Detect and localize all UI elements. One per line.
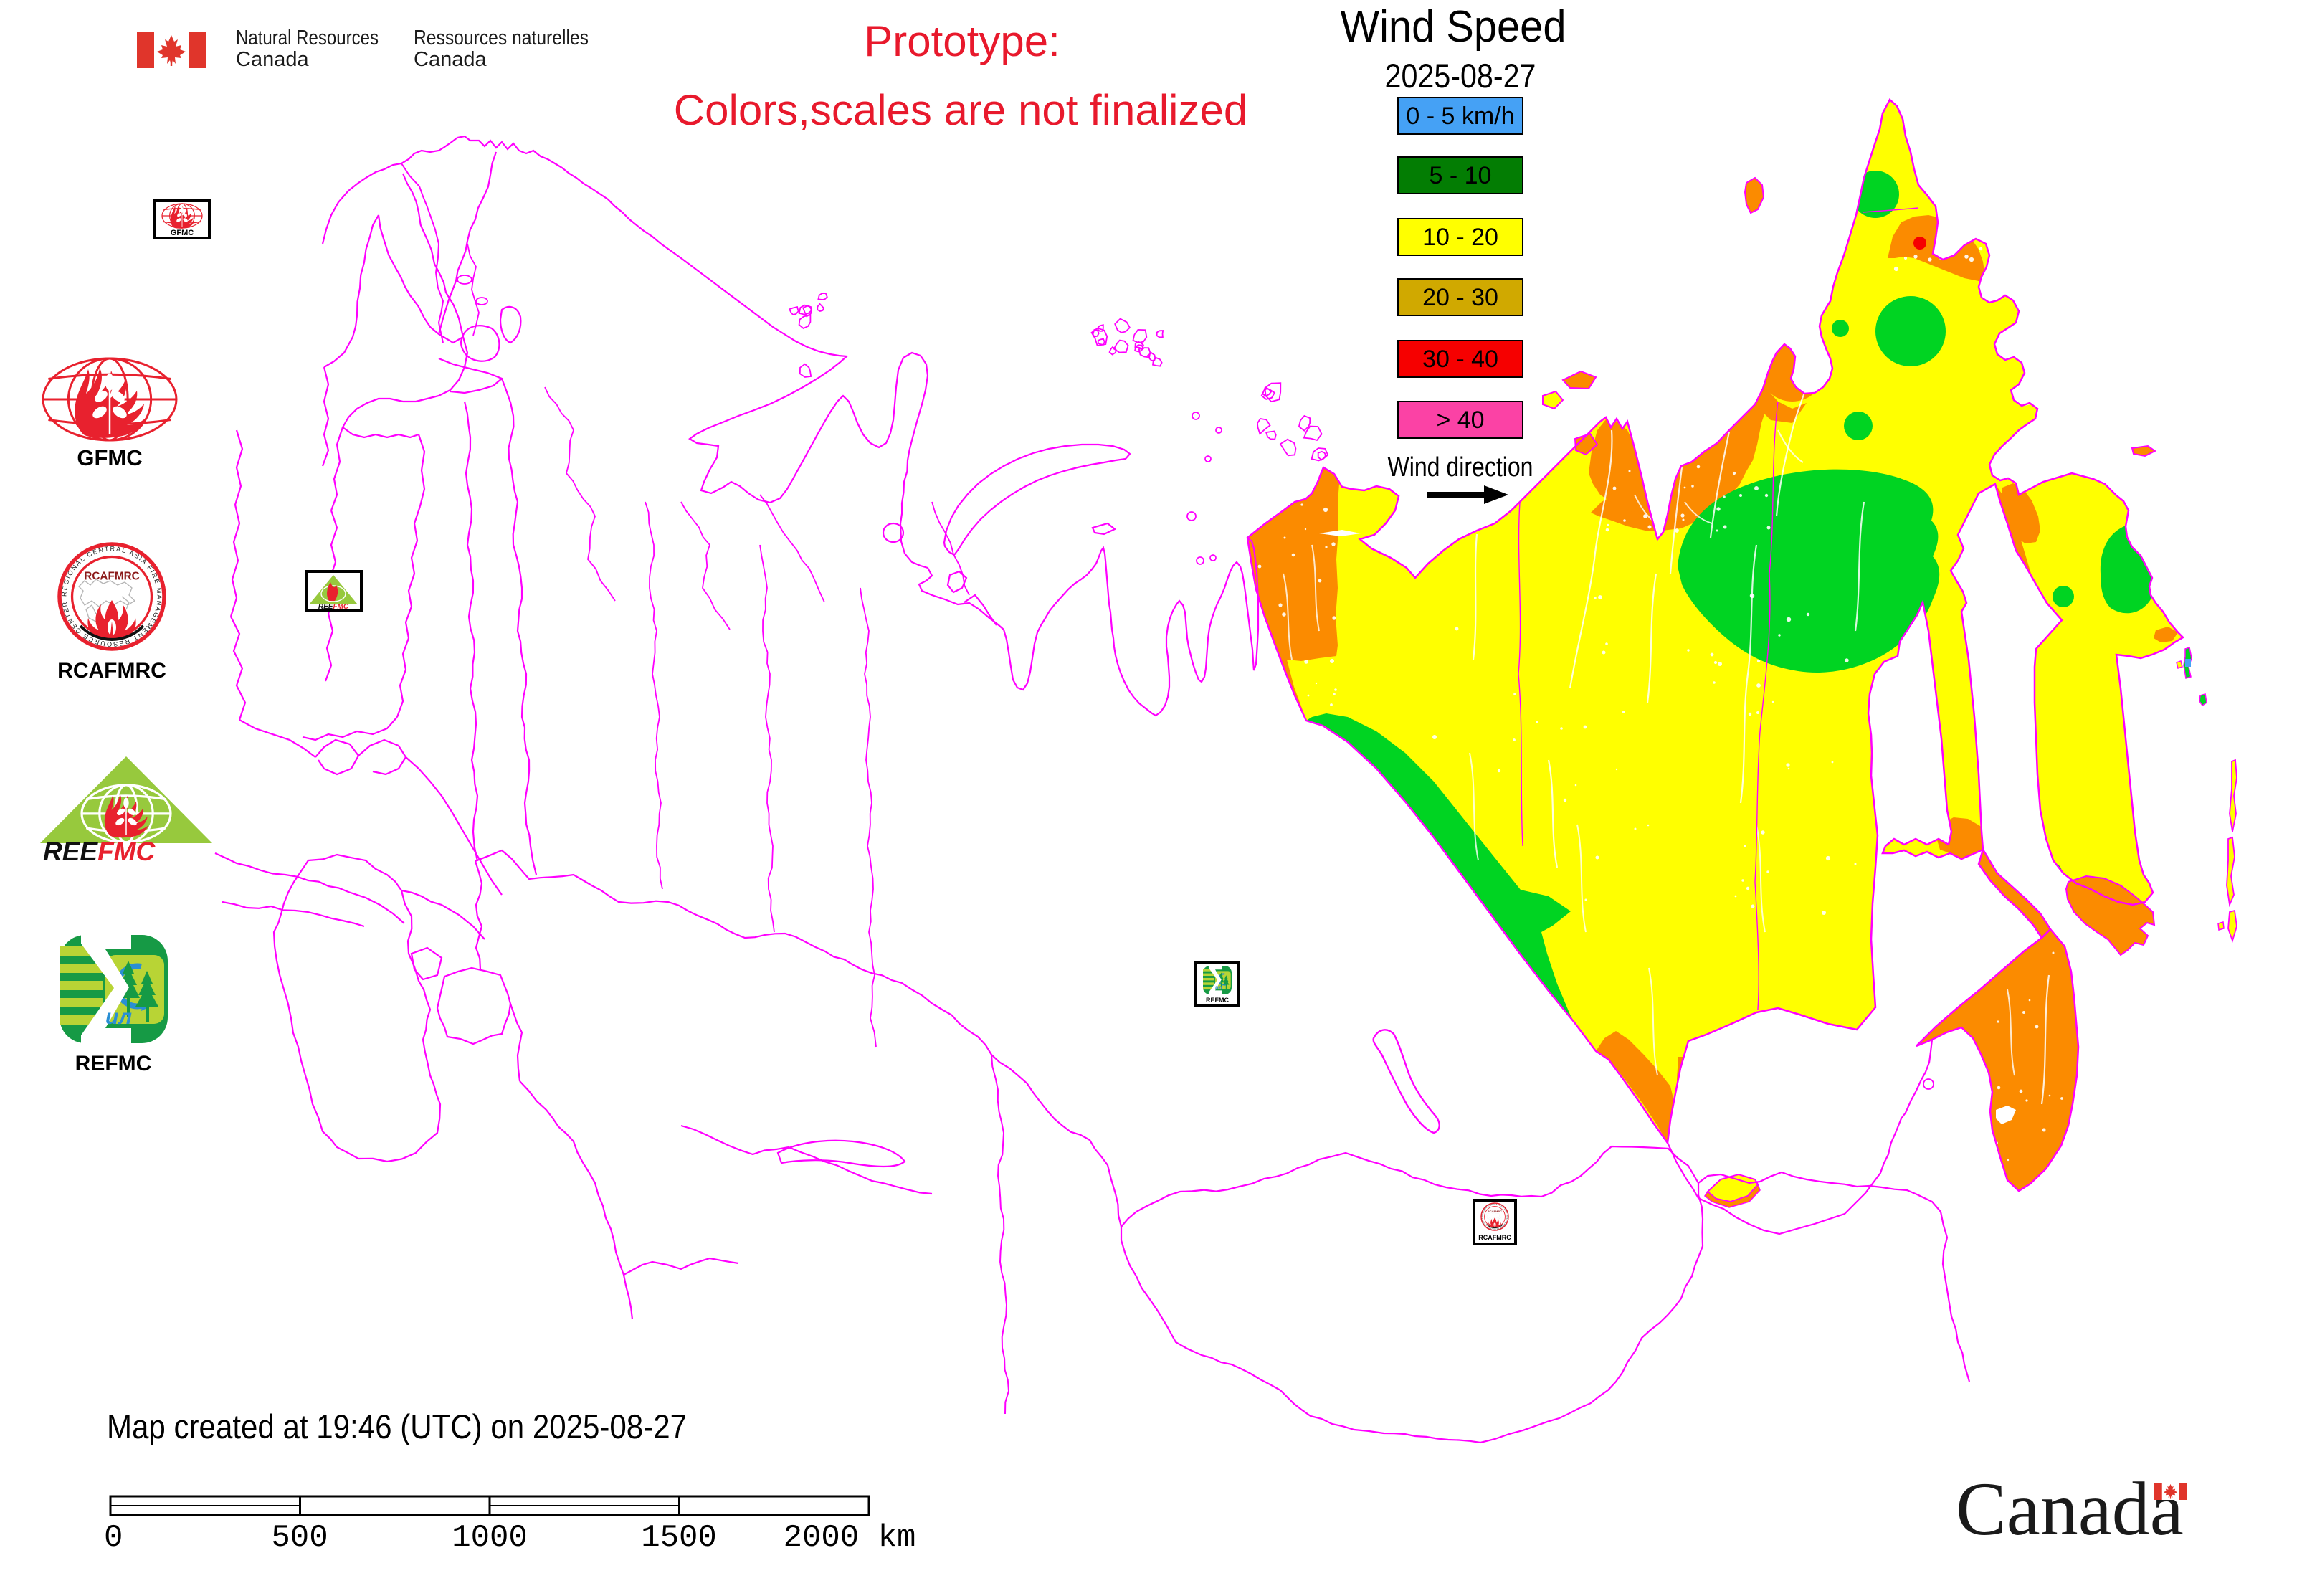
svg-text:RCAFMRC: RCAFMRC: [84, 571, 139, 583]
svg-text:30 - 40: 30 - 40: [1422, 346, 1498, 373]
svg-text:Ressources naturelles: Ressources naturelles: [414, 27, 589, 49]
svg-text:RCAFMRC: RCAFMRC: [57, 659, 166, 683]
svg-text:REFMC: REFMC: [1206, 997, 1229, 1004]
svg-text:RCAFMRC: RCAFMRC: [1478, 1234, 1511, 1241]
svg-text:> 40: > 40: [1436, 407, 1484, 434]
svg-text:REEFMC: REEFMC: [43, 837, 156, 866]
svg-text:Canada: Canada: [236, 48, 309, 71]
svg-text:Map created at 19:46 (UTC) on: Map created at 19:46 (UTC) on 2025-08-27: [107, 1407, 687, 1445]
svg-text:GFMC: GFMC: [171, 229, 194, 237]
svg-text:Prototype:: Prototype:: [864, 17, 1060, 65]
svg-text:Natural Resources: Natural Resources: [236, 27, 379, 49]
svg-text:REEFMC: REEFMC: [318, 603, 349, 611]
svg-text:RCAFMRC: RCAFMRC: [1488, 1210, 1502, 1213]
svg-text:1500: 1500: [641, 1520, 717, 1556]
svg-text:Wind Speed: Wind Speed: [1341, 2, 1566, 52]
svg-text:2025-08-27: 2025-08-27: [1385, 57, 1536, 95]
svg-text:Canada: Canada: [1956, 1467, 2184, 1551]
svg-text:ил: ил: [1215, 984, 1222, 991]
svg-text:1000: 1000: [452, 1520, 528, 1556]
svg-text:REFMC: REFMC: [75, 1052, 152, 1075]
svg-text:ил: ил: [105, 1005, 132, 1029]
svg-text:500: 500: [271, 1520, 328, 1556]
svg-text:GFMC: GFMC: [77, 445, 142, 470]
svg-text:Colors,scales are not finalize: Colors,scales are not finalized: [674, 86, 1247, 134]
svg-text:2000 km: 2000 km: [784, 1520, 916, 1556]
svg-text:10 - 20: 10 - 20: [1422, 224, 1498, 251]
svg-text:0 - 5 km/h: 0 - 5 km/h: [1406, 103, 1514, 130]
svg-text:5 - 10: 5 - 10: [1430, 162, 1492, 189]
svg-text:Canada: Canada: [414, 48, 487, 71]
svg-text:20 - 30: 20 - 30: [1422, 284, 1498, 311]
svg-text:Wind direction: Wind direction: [1388, 452, 1533, 483]
svg-text:0: 0: [104, 1520, 123, 1556]
